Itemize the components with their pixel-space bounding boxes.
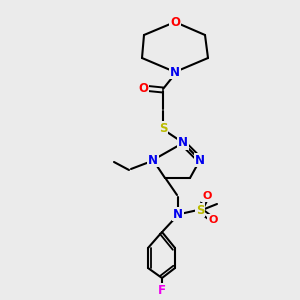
Text: N: N — [195, 154, 205, 166]
Text: N: N — [173, 208, 183, 220]
Text: F: F — [158, 284, 166, 296]
Text: S: S — [196, 203, 204, 217]
Text: S: S — [159, 122, 167, 134]
Text: N: N — [170, 65, 180, 79]
Text: O: O — [202, 191, 212, 201]
Text: O: O — [170, 16, 180, 28]
Text: O: O — [208, 215, 218, 225]
Text: N: N — [148, 154, 158, 166]
Text: N: N — [178, 136, 188, 149]
Text: O: O — [138, 82, 148, 94]
